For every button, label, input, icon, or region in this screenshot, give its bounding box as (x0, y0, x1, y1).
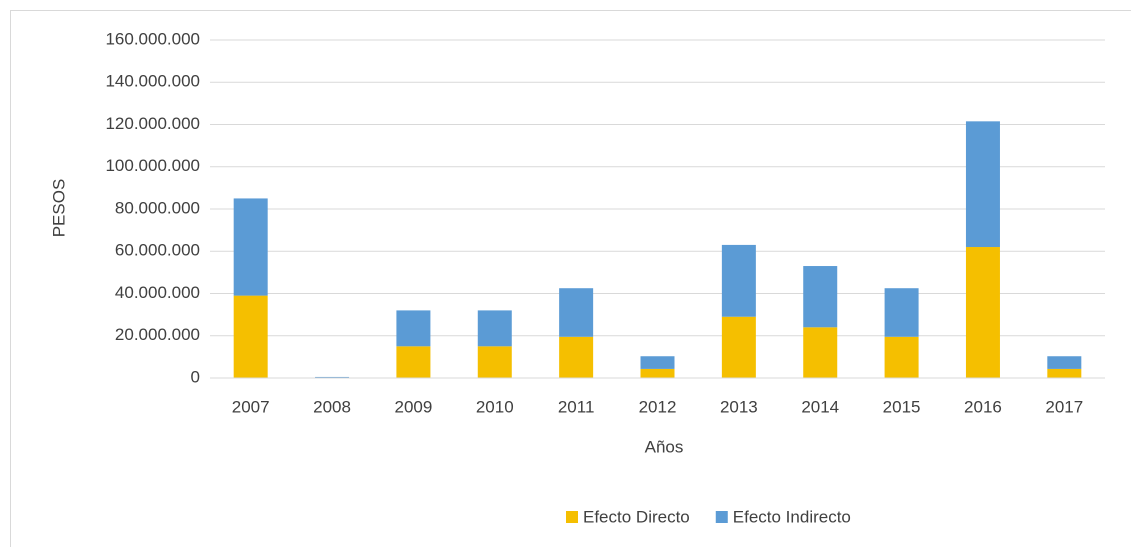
bar-segment (803, 327, 838, 378)
bar-segment (965, 247, 1000, 378)
y-tick-label: 40.000.000 (115, 283, 200, 302)
legend-label: Efecto Indirecto (733, 507, 851, 526)
bar-segment (640, 356, 675, 369)
bar-segment (233, 198, 268, 296)
y-tick-label: 0 (191, 367, 200, 386)
y-tick-label: 20.000.000 (115, 325, 200, 344)
bar-segment (1047, 368, 1082, 378)
x-tick-label: 2016 (964, 397, 1002, 416)
bar-segment (965, 121, 1000, 248)
y-tick-label: 140.000.000 (105, 72, 200, 91)
legend-label: Efecto Directo (583, 507, 690, 526)
x-tick-label: 2011 (558, 397, 595, 416)
x-tick-label: 2010 (476, 397, 514, 416)
y-tick-label: 120.000.000 (105, 114, 200, 133)
x-tick-label: 2012 (639, 397, 677, 416)
bar-segment (640, 368, 675, 378)
y-tick-label: 100.000.000 (105, 156, 200, 175)
x-tick-label: 2008 (313, 397, 351, 416)
bar-segment (884, 336, 919, 378)
bar-segment (559, 288, 594, 337)
bar-segment (559, 336, 594, 378)
bar-segment (884, 288, 919, 337)
y-tick-label: 160.000.000 (105, 29, 200, 48)
bar-segment (721, 316, 756, 378)
y-axis-title: PESOS (49, 179, 68, 238)
bar-segment (1047, 356, 1082, 369)
x-tick-label: 2013 (720, 397, 758, 416)
x-axis-title: Años (645, 437, 684, 456)
bar-segment (233, 295, 268, 378)
bar-segment (477, 346, 512, 378)
bar-segment (315, 376, 350, 378)
y-tick-label: 60.000.000 (115, 241, 200, 260)
x-tick-label: 2014 (801, 397, 839, 416)
bar-segment (396, 310, 431, 347)
chart-border (10, 10, 1131, 547)
bar-segment (396, 346, 431, 378)
x-tick-label: 2017 (1045, 397, 1083, 416)
legend-swatch (715, 511, 728, 523)
bar-segment (803, 266, 838, 328)
x-tick-label: 2007 (232, 397, 270, 416)
bar-segment (721, 244, 756, 317)
y-tick-label: 80.000.000 (115, 198, 200, 217)
x-tick-label: 2015 (883, 397, 921, 416)
bar-segment (477, 310, 512, 347)
x-tick-label: 2009 (394, 397, 432, 416)
legend-swatch (566, 511, 578, 523)
